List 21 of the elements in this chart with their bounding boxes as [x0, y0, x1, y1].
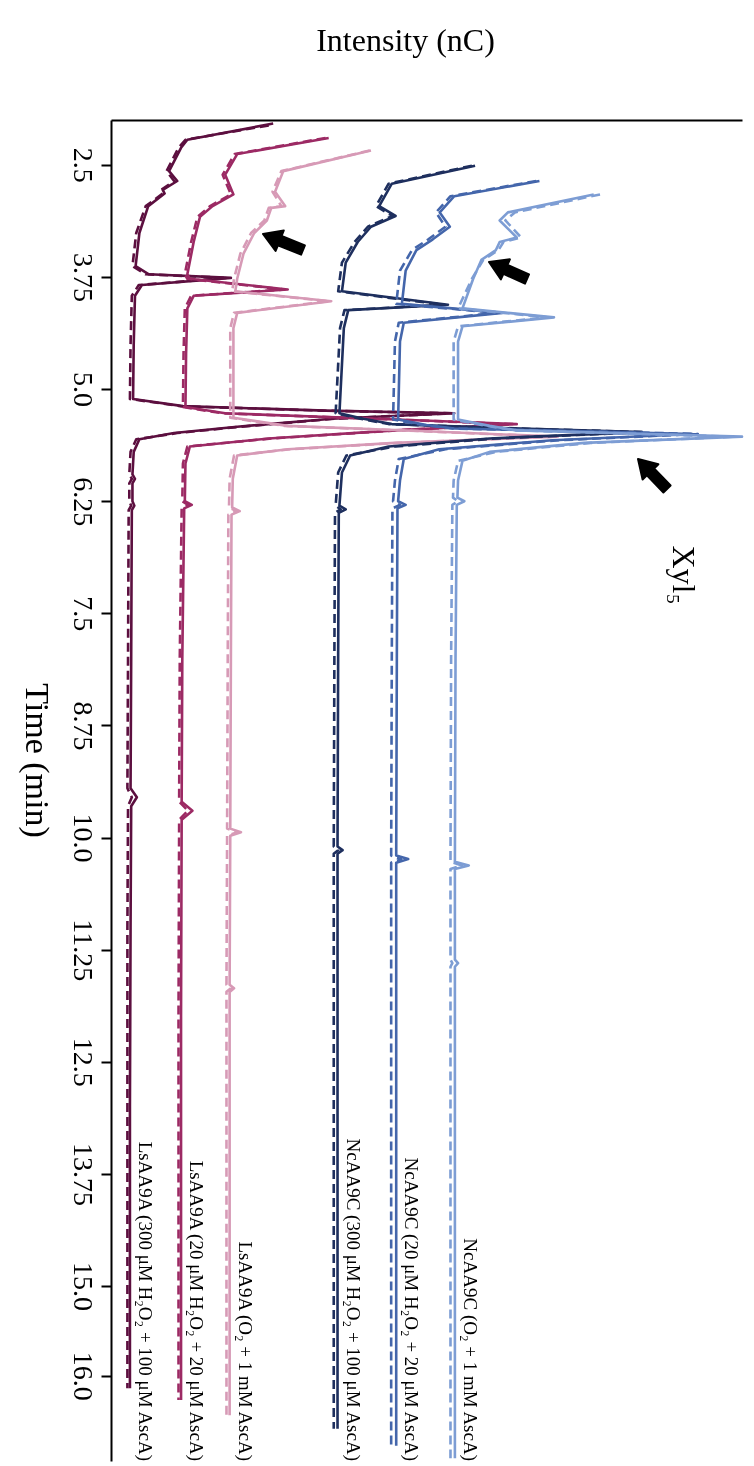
text: LsAA9A (O₂ + 1 mM AscA) — [233, 1241, 256, 1461]
x-axis-title: Intensity (nC) — [316, 21, 495, 58]
y-tick-label: 8.75 — [67, 701, 99, 751]
y-tick-label: 7.5 — [67, 596, 99, 632]
y-tick-label: 11.25 — [67, 919, 99, 982]
text: NcAA9C (300 μM H₂O₂ + 100 μM AscA) — [341, 1138, 364, 1461]
y-tick-label: 2.5 — [67, 147, 99, 183]
text: LsAA9A (20 μM H₂O₂ + 20 μM AscA) — [185, 1160, 208, 1461]
y-tick-label: 16.0 — [67, 1351, 99, 1401]
text: NcAA9C (20 μM H₂O₂ + 20 μM AscA) — [400, 1157, 423, 1461]
text: LsAA9A (300 μM H₂O₂ + 100 μM AscA) — [133, 1141, 156, 1461]
y-tick-label: 13.75 — [67, 1142, 99, 1206]
y-tick-label: 12.5 — [67, 1037, 99, 1087]
y-tick-label: 6.25 — [67, 477, 99, 527]
y-tick-label: 5.0 — [67, 372, 99, 408]
y-tick-label: 10.0 — [67, 813, 99, 863]
y-tick-label: 15.0 — [67, 1262, 99, 1312]
y-tick-label: 3.75 — [67, 252, 99, 302]
text: NcAA9C (O₂ + 1 mM AscA) — [458, 1238, 481, 1461]
annotation: Xyl₅ — [665, 545, 702, 605]
y-axis-title: Time (min) — [17, 683, 56, 838]
